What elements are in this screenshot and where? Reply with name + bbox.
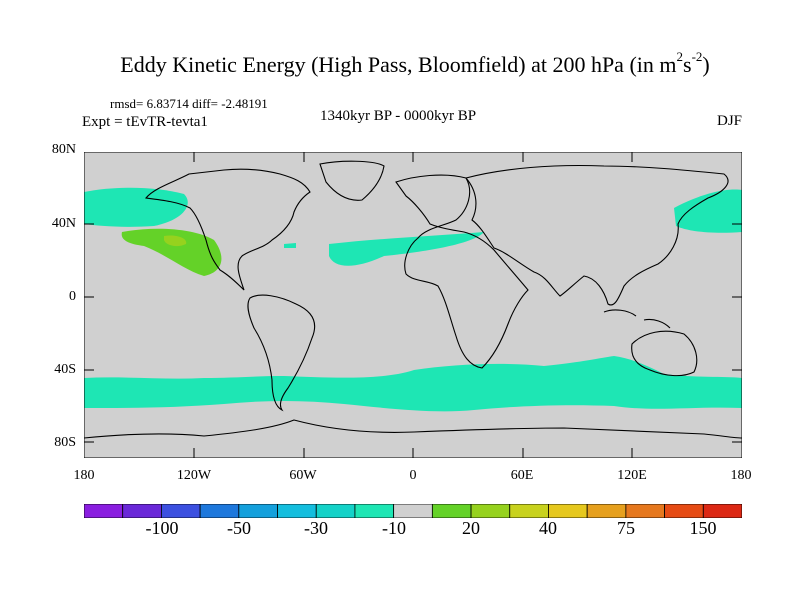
- season-label: DJF: [716, 113, 742, 129]
- australia-coast: [631, 330, 698, 377]
- chart-title: Eddy Kinetic Energy (High Pass, Bloomfie…: [120, 49, 710, 77]
- lon-label-0: 0: [409, 468, 417, 483]
- north-atlantic-small-anomaly: [284, 243, 296, 248]
- eastern-pacific-core-anomaly: [164, 235, 187, 247]
- lon-label-120w: 120W: [176, 468, 212, 483]
- colorbar-label: -100: [145, 518, 179, 538]
- colorbar-label: 150: [689, 518, 717, 538]
- southern-ocean-band-anomaly: [84, 356, 742, 412]
- lon-label-120e: 120E: [617, 468, 647, 483]
- lat-label-0: 0: [69, 289, 76, 304]
- north-pacific-west-anomaly: [674, 189, 742, 233]
- experiment-label: Expt = tEvTR-tevta1: [82, 114, 208, 130]
- colorbar-swatch: [84, 504, 124, 518]
- colorbar-label: 75: [617, 518, 635, 538]
- colorbar-swatch: [315, 504, 356, 518]
- colorbar-label: 20: [462, 518, 480, 538]
- lon-label-180-west: 180: [73, 468, 95, 483]
- colorbar-swatch: [548, 504, 588, 518]
- map-ticks: [84, 152, 742, 458]
- north-pacific-east-anomaly: [84, 187, 188, 227]
- colorbar-swatch: [509, 504, 549, 518]
- colorbar-label: -10: [382, 518, 406, 538]
- colorbar-label: -30: [304, 518, 328, 538]
- lon-label-180-east: 180: [730, 468, 752, 483]
- colorbar: [84, 504, 742, 518]
- colorbar-swatch: [431, 504, 472, 518]
- colorbar-swatch: [702, 504, 742, 518]
- colorbar-swatch: [122, 504, 162, 518]
- colorbar-swatch: [393, 504, 433, 518]
- colorbar-swatch: [354, 504, 395, 518]
- lon-label-60w: 60W: [289, 468, 317, 483]
- colorbar-swatch: [586, 504, 627, 518]
- colorbar-swatch: [664, 504, 704, 518]
- north-america-coast: [144, 168, 311, 291]
- lat-label-80n: 80N: [51, 142, 76, 157]
- maritime-continent-coast: [603, 309, 671, 329]
- lat-label-40s: 40S: [54, 362, 76, 377]
- world-map: [84, 152, 742, 458]
- colorbar-swatch: [625, 504, 665, 518]
- greenland-coast: [319, 160, 385, 201]
- lat-label-40n: 40N: [51, 216, 76, 231]
- colorbar-label: -50: [227, 518, 251, 538]
- colorbar-swatch: [199, 504, 240, 518]
- colorbar-swatch: [238, 504, 278, 518]
- europe-africa-coast: [395, 174, 529, 369]
- lon-label-60e: 60E: [510, 468, 534, 483]
- south-america-coast: [247, 294, 316, 412]
- period-label: 1340kyr BP - 0000kyr BP: [320, 108, 477, 124]
- lat-label-80s: 80S: [54, 435, 76, 450]
- asia-coast: [465, 164, 729, 306]
- eastern-pacific-positive-anomaly: [121, 228, 222, 276]
- antarctica-coast: [84, 419, 742, 439]
- colorbar-swatch: [470, 504, 511, 518]
- colorbar-swatch: [277, 504, 317, 518]
- colorbar-swatch: [161, 504, 201, 518]
- colorbar-label: 40: [539, 518, 557, 538]
- coastlines: [84, 160, 742, 439]
- north-atlantic-anomaly: [329, 232, 484, 266]
- stats-text: rmsd= 6.83714 diff= -2.48191: [110, 96, 268, 111]
